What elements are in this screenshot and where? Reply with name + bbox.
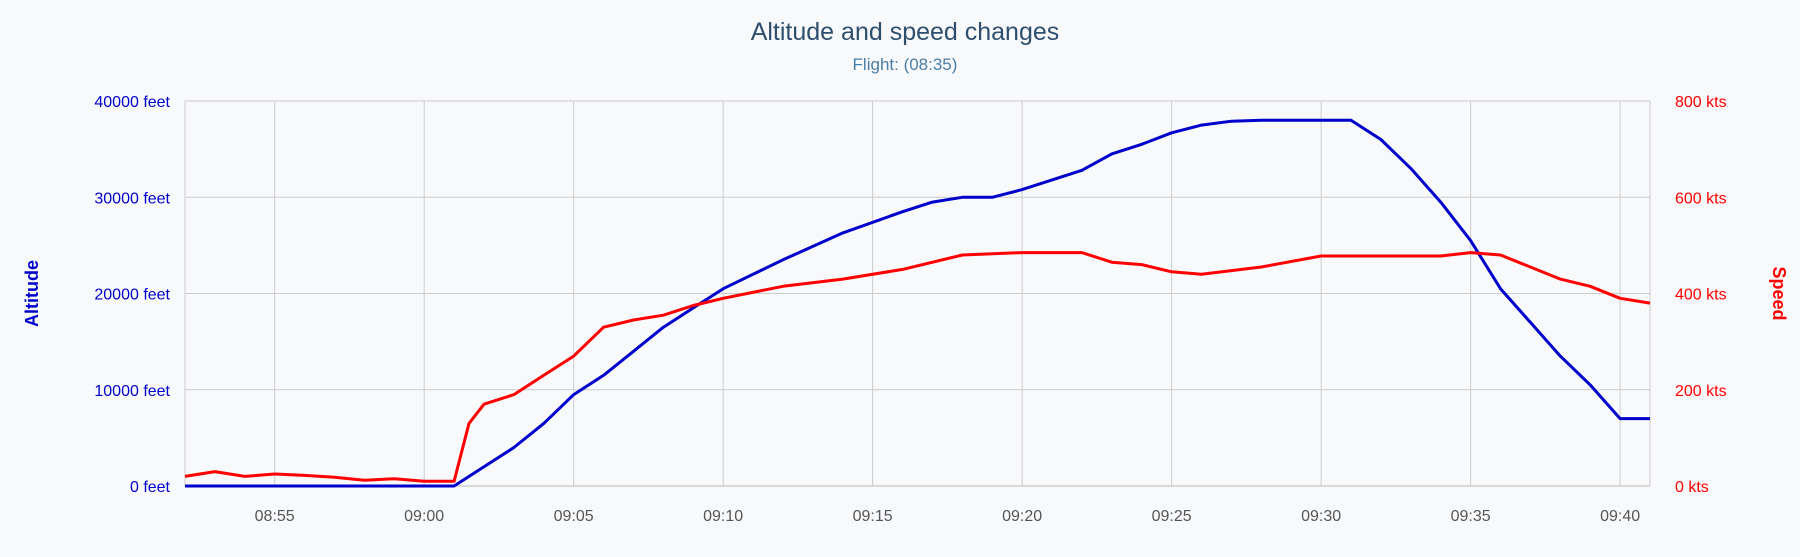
right-tick-label: 600 kts [1675, 190, 1727, 207]
speed-series-line [184, 251, 1651, 483]
series-layer [184, 118, 1651, 488]
left-tick-label: 0 feet [130, 479, 171, 496]
x-tick-label: 09:00 [404, 508, 444, 525]
chart-title: Altitude and speed changes [751, 18, 1060, 46]
right-axis-ticks: 0 kts 200 kts 400 kts 600 kts 800 kts [1675, 94, 1727, 496]
right-tick-label: 200 kts [1675, 383, 1727, 400]
x-tick-label: 09:20 [1002, 508, 1042, 525]
x-tick-label: 09:30 [1301, 508, 1341, 525]
left-axis-label: Altitude [22, 260, 42, 327]
left-tick-label: 30000 feet [94, 190, 170, 207]
x-tick-label: 09:40 [1600, 508, 1640, 525]
grid [184, 100, 1651, 487]
right-tick-label: 400 kts [1675, 287, 1727, 304]
x-tick-label: 09:15 [853, 508, 893, 525]
altitude-series-line [185, 118, 1650, 488]
left-tick-label: 40000 feet [94, 94, 170, 111]
x-tick-label: 09:10 [703, 508, 743, 525]
x-axis-ticks: 08:55 09:00 09:05 09:10 09:15 09:20 09:25 09:30… [255, 508, 1641, 525]
left-tick-label: 20000 feet [94, 287, 170, 304]
x-tick-label: 09:25 [1152, 508, 1192, 525]
x-tick-label: 08:55 [255, 508, 295, 525]
x-tick-label: 09:05 [554, 508, 594, 525]
left-tick-label: 10000 feet [94, 383, 170, 400]
left-axis-ticks: 0 feet 10000 feet 20000 feet 30000 feet 4000… [94, 94, 170, 496]
chart-subtitle: Flight: (08:35) [853, 55, 958, 74]
right-tick-label: 0 kts [1675, 479, 1709, 496]
right-tick-label: 800 kts [1675, 94, 1727, 111]
right-axis-label: Speed [1769, 266, 1789, 320]
x-tick-label: 09:35 [1451, 508, 1491, 525]
